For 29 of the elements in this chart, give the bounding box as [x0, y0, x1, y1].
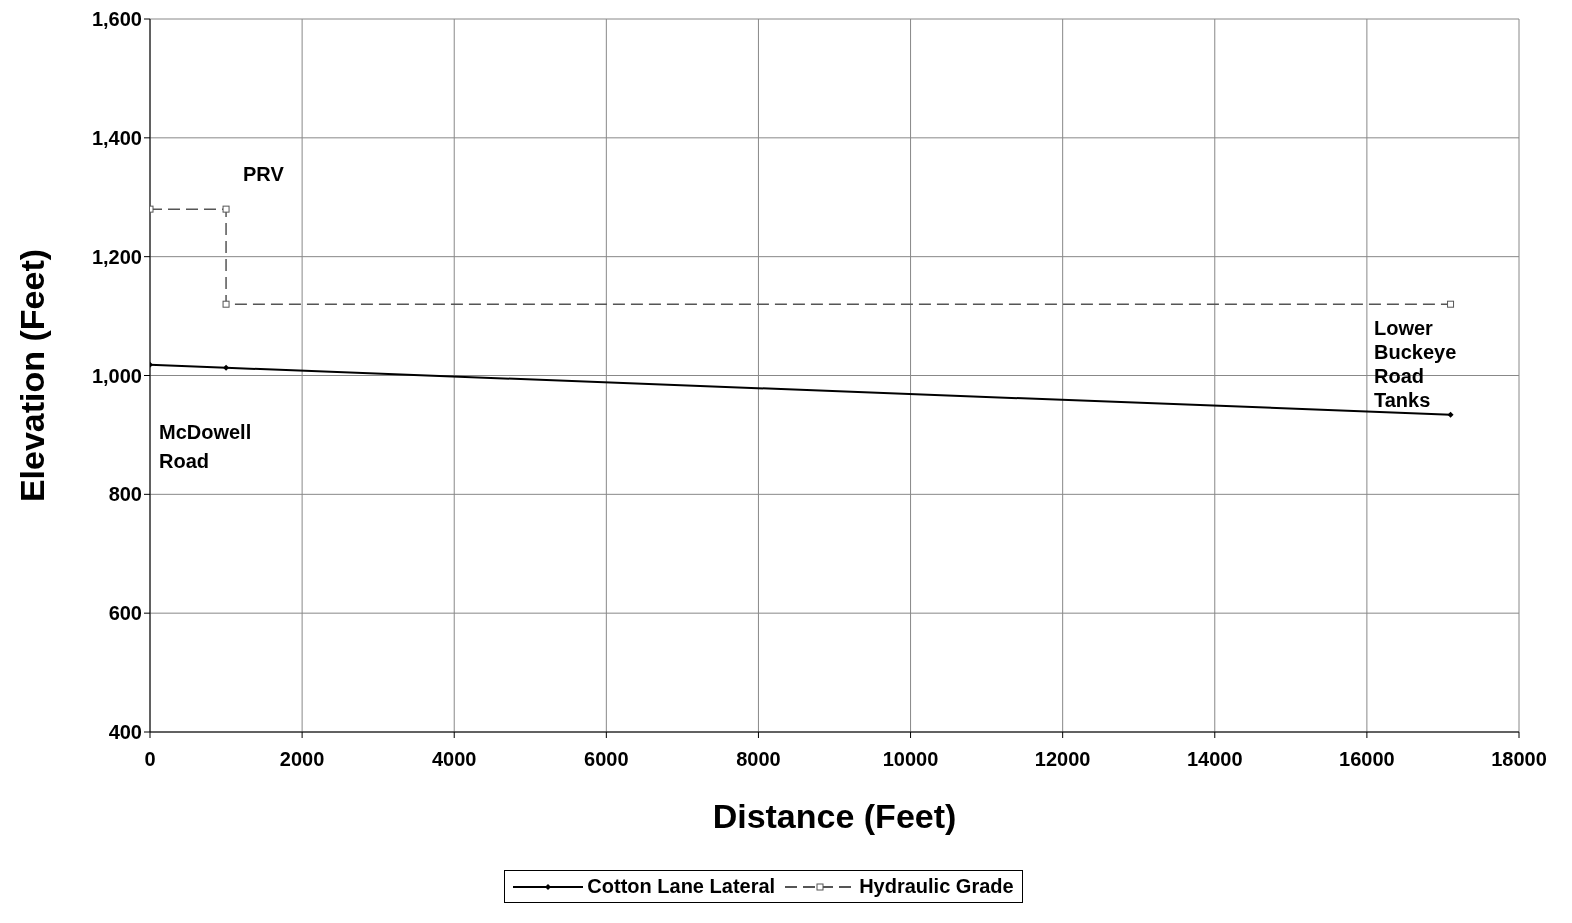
- y-tick-label: 1,400: [91, 126, 142, 149]
- x-tick-label: 18000: [1491, 748, 1547, 771]
- y-tick-label: 400: [108, 721, 142, 744]
- annotation: McDowell Road: [159, 420, 252, 474]
- y-tick-label: 1,600: [91, 8, 142, 31]
- y-tick-label: 1,000: [91, 364, 142, 387]
- y-tick-label: 600: [108, 602, 142, 625]
- legend-label: Hydraulic Grade: [858, 875, 1014, 898]
- point: [222, 300, 230, 308]
- y-tick-label: 800: [108, 483, 142, 506]
- legend-label: Cotton Lane Lateral: [586, 875, 776, 898]
- x-tick-label: 2000: [279, 748, 325, 771]
- x-tick-label: 0: [144, 748, 156, 771]
- point: [1447, 411, 1454, 418]
- x-axis-title: Distance (Feet): [712, 797, 957, 836]
- annotation: Lower Buckeye Road Tanks: [1374, 316, 1457, 412]
- x-tick-label: 10000: [882, 748, 939, 771]
- x-tick-label: 4000: [431, 748, 477, 771]
- y-axis-title: Elevation (Feet): [13, 248, 52, 503]
- point: [222, 205, 230, 213]
- point: [1447, 300, 1455, 308]
- x-tick-label: 16000: [1339, 748, 1395, 771]
- y-tick-label: 1,200: [91, 245, 142, 268]
- annotation: PRV: [243, 162, 284, 187]
- point: [223, 364, 230, 371]
- x-tick-label: 6000: [584, 748, 629, 771]
- x-tick-label: 8000: [736, 748, 781, 771]
- x-tick-label: 14000: [1186, 748, 1243, 771]
- x-tick-label: 12000: [1034, 748, 1091, 771]
